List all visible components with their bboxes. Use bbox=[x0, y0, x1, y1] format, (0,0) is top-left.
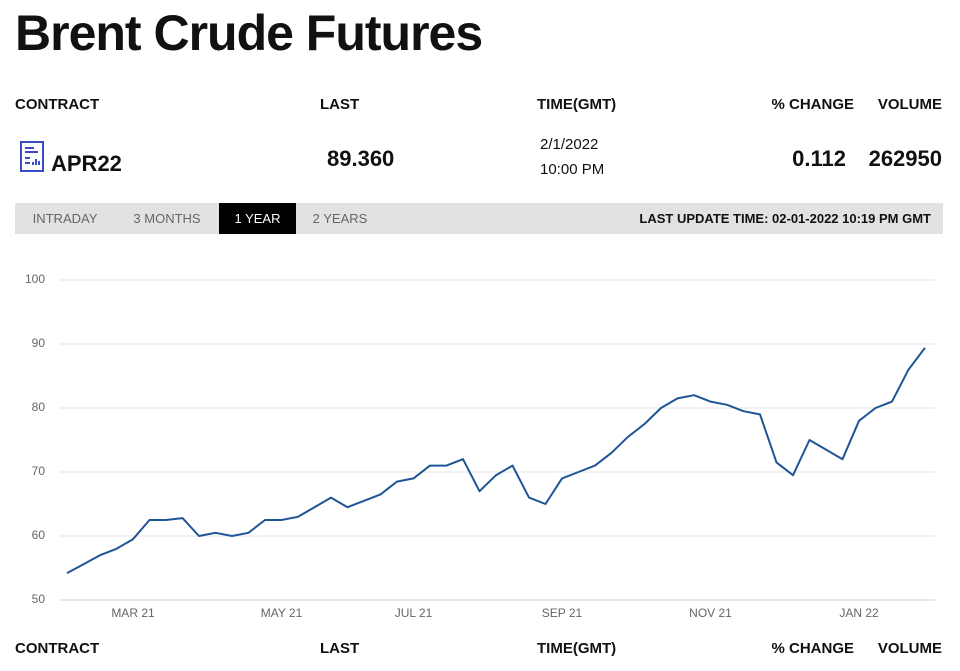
price-line bbox=[66, 347, 926, 574]
column-header: CONTRACT bbox=[15, 96, 100, 113]
last-update: LAST UPDATE TIME: 02-01-2022 10:19 PM GM… bbox=[639, 211, 931, 226]
y-tick-label: 100 bbox=[25, 272, 45, 286]
x-tick-label: SEP 21 bbox=[542, 606, 583, 620]
percent-change: 0.112 bbox=[792, 146, 846, 171]
column-header: TIME(GMT) bbox=[537, 640, 617, 657]
tab[interactable]: 3 MONTHS bbox=[133, 211, 201, 226]
x-tick-label: JAN 22 bbox=[839, 606, 879, 620]
tab-bar: LAST UPDATE TIME: 02-01-2022 10:19 PM GM… bbox=[15, 203, 943, 234]
x-tick-label: JUL 21 bbox=[395, 606, 433, 620]
column-header: LAST bbox=[320, 96, 360, 113]
chart: 50 60 70 80 90 100 MAR 21 MAY 21 JUL 21 SEP 21 NOV… bbox=[25, 272, 935, 620]
tab[interactable]: 1 YEAR bbox=[219, 203, 296, 234]
y-tick-label: 60 bbox=[32, 528, 46, 542]
page-title: Brent Crude Futures bbox=[15, 5, 483, 61]
y-tick-label: 70 bbox=[32, 464, 46, 478]
y-tick-label: 90 bbox=[32, 336, 46, 350]
volume: 262950 bbox=[868, 146, 942, 171]
column-header: CONTRACT bbox=[15, 640, 100, 657]
column-header: VOLUME bbox=[877, 96, 942, 113]
y-tick-label: 80 bbox=[32, 400, 46, 414]
contract-name: APR22 bbox=[51, 151, 122, 176]
column-header: VOLUME bbox=[877, 640, 942, 657]
column-header: TIME(GMT) bbox=[537, 96, 617, 113]
last-price: 89.360 bbox=[327, 146, 395, 171]
column-header: % CHANGE bbox=[771, 96, 854, 113]
contract-icon bbox=[20, 141, 44, 172]
x-tick-label: NOV 21 bbox=[689, 606, 732, 620]
trade-date: 2/1/2022 bbox=[540, 136, 599, 153]
x-tick-label: MAY 21 bbox=[261, 606, 303, 620]
tab[interactable]: 2 YEARS bbox=[312, 211, 368, 226]
column-header: LAST bbox=[320, 640, 360, 657]
column-header: % CHANGE bbox=[771, 640, 854, 657]
trade-time: 10:00 PM bbox=[540, 161, 605, 178]
y-tick-label: 50 bbox=[32, 592, 46, 606]
x-tick-label: MAR 21 bbox=[111, 606, 155, 620]
tab[interactable]: INTRADAY bbox=[32, 211, 98, 226]
